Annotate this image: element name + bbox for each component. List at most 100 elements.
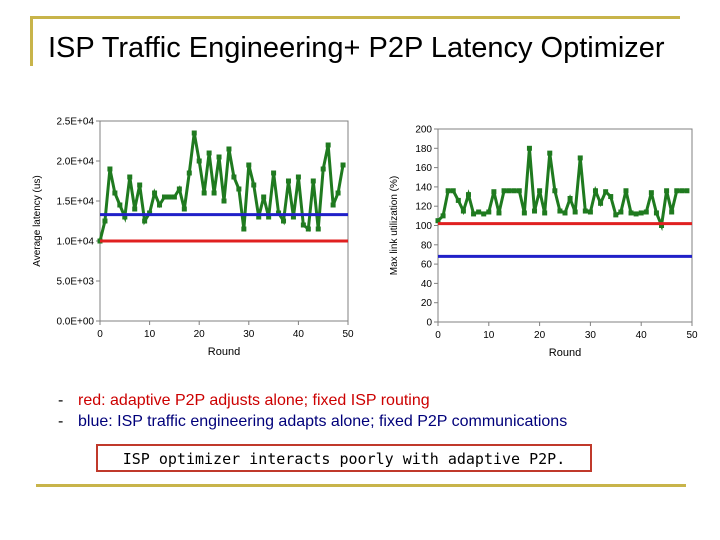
data-point bbox=[582, 208, 588, 214]
data-point bbox=[276, 210, 282, 216]
x-tick-label: 0 bbox=[435, 330, 441, 341]
y-tick-label: 60 bbox=[421, 260, 433, 271]
bullet-dash: - bbox=[58, 413, 64, 430]
data-point bbox=[166, 194, 172, 200]
data-point bbox=[664, 188, 670, 194]
data-point bbox=[325, 142, 331, 148]
y-tick-label: 2.5E+04 bbox=[56, 117, 94, 128]
data-point bbox=[315, 226, 321, 232]
legend-bullets: - red: adaptive P2P adjusts alone; fixed … bbox=[58, 390, 567, 432]
data-point bbox=[598, 200, 604, 206]
data-point bbox=[310, 178, 316, 184]
bullet-dash: - bbox=[58, 392, 64, 409]
data-point bbox=[623, 188, 629, 194]
y-tick-label: 40 bbox=[421, 279, 433, 290]
x-tick-label: 30 bbox=[243, 329, 255, 340]
data-point bbox=[648, 190, 654, 196]
data-point bbox=[107, 166, 113, 172]
bullet-red-text: red: adaptive P2P adjusts alone; fixed I… bbox=[78, 392, 430, 409]
x-tick-label: 20 bbox=[534, 330, 546, 341]
data-point bbox=[608, 194, 614, 200]
data-point bbox=[186, 170, 192, 176]
x-tick-label: 40 bbox=[636, 330, 648, 341]
slide-title: ISP Traffic Engineering+ P2P Latency Opt… bbox=[48, 32, 665, 64]
data-point bbox=[669, 209, 675, 215]
x-axis-label: Round bbox=[208, 346, 240, 358]
data-point bbox=[445, 188, 451, 194]
data-point bbox=[256, 214, 262, 220]
data-point bbox=[643, 209, 649, 215]
data-point bbox=[501, 188, 507, 194]
data-point bbox=[211, 190, 217, 196]
data-point bbox=[191, 130, 197, 136]
data-point bbox=[460, 208, 466, 214]
bullet-red: - red: adaptive P2P adjusts alone; fixed … bbox=[58, 390, 567, 411]
data-point bbox=[161, 194, 167, 200]
data-point bbox=[506, 188, 512, 194]
data-point bbox=[592, 188, 598, 194]
data-point bbox=[613, 212, 619, 218]
data-point bbox=[440, 213, 446, 219]
bullet-blue-text: blue: ISP traffic engineering adapts alo… bbox=[78, 413, 568, 430]
y-tick-label: 120 bbox=[415, 202, 432, 213]
top-accent-rule bbox=[30, 16, 680, 19]
data-point bbox=[476, 209, 482, 215]
series-line-combined bbox=[98, 132, 345, 242]
data-point bbox=[679, 188, 685, 194]
data-point bbox=[176, 186, 182, 192]
latency-chart: 0.0E+00 5.0E+03 1.0E+04 1.5E+04 2.0E+04 2.5E+… bbox=[32, 117, 354, 359]
data-point bbox=[137, 182, 143, 188]
x-tick-label: 20 bbox=[194, 329, 206, 340]
data-point bbox=[305, 226, 311, 232]
y-tick-label: 0.0E+00 bbox=[56, 317, 94, 328]
data-point bbox=[206, 150, 212, 156]
data-point bbox=[147, 210, 153, 216]
data-point bbox=[285, 178, 291, 184]
data-point bbox=[117, 202, 123, 208]
y-tick-label: 20 bbox=[421, 298, 433, 309]
x-tick-label: 0 bbox=[97, 329, 103, 340]
left-accent-rule bbox=[30, 16, 33, 66]
y-tick-label: 1.0E+04 bbox=[56, 237, 94, 248]
data-point bbox=[521, 210, 527, 216]
data-point bbox=[340, 162, 346, 168]
x-tick-label: 10 bbox=[144, 329, 156, 340]
data-point bbox=[653, 210, 659, 216]
y-tick-label: 180 bbox=[415, 144, 432, 155]
y-axis-label: Average latency (us) bbox=[32, 175, 43, 267]
data-point bbox=[465, 192, 471, 198]
x-tick-label: 50 bbox=[342, 329, 354, 340]
data-point bbox=[246, 162, 252, 168]
data-point bbox=[221, 198, 227, 204]
y-tick-label: 200 bbox=[415, 125, 432, 136]
data-point bbox=[271, 170, 277, 176]
data-point bbox=[132, 206, 138, 212]
data-point bbox=[241, 226, 247, 232]
data-point bbox=[157, 202, 163, 208]
conclusion-callout: ISP optimizer interacts poorly with adap… bbox=[96, 444, 592, 472]
data-point bbox=[450, 188, 456, 194]
y-tick-label: 1.5E+04 bbox=[56, 197, 94, 208]
data-point bbox=[547, 150, 553, 156]
data-point bbox=[266, 214, 272, 220]
y-tick-label: 80 bbox=[421, 240, 433, 251]
data-point bbox=[577, 155, 583, 161]
y-axis-label: Max link utilization (%) bbox=[389, 176, 400, 275]
data-point bbox=[481, 211, 487, 217]
data-point bbox=[251, 182, 257, 188]
data-point bbox=[511, 188, 517, 194]
data-point bbox=[659, 223, 665, 228]
bottom-accent-rule bbox=[36, 484, 686, 487]
data-point bbox=[562, 210, 568, 216]
y-tick-label: 100 bbox=[415, 221, 432, 232]
data-point bbox=[552, 188, 558, 194]
data-point bbox=[295, 174, 301, 180]
data-point bbox=[542, 210, 548, 216]
data-point bbox=[300, 222, 306, 228]
y-tick-label: 160 bbox=[415, 163, 432, 174]
data-point bbox=[261, 194, 267, 200]
data-point bbox=[567, 195, 573, 201]
data-point bbox=[532, 208, 538, 214]
bullet-blue: - blue: ISP traffic engineering adapts al… bbox=[58, 411, 567, 432]
data-point bbox=[201, 190, 207, 196]
